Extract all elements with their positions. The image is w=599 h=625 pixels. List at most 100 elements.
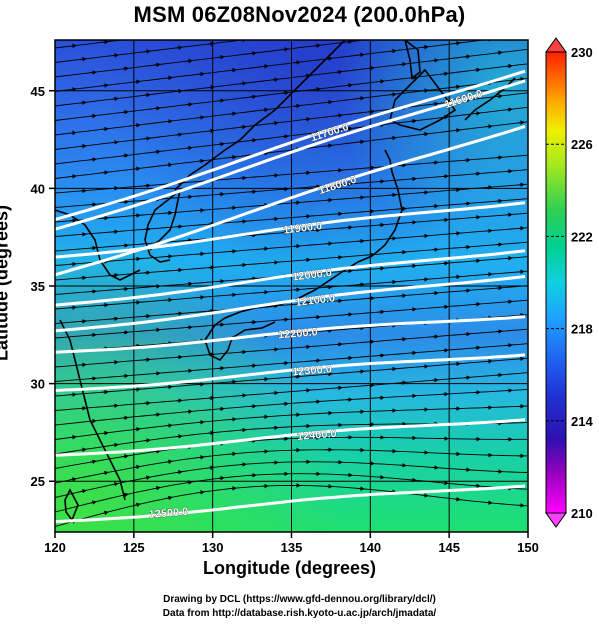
height-contour-line — [55, 249, 526, 307]
wind-arrow — [431, 58, 439, 63]
wind-arrow — [143, 49, 151, 54]
wind-arrow — [518, 35, 524, 36]
wind-arrow — [89, 113, 97, 119]
wind-arrow — [249, 94, 257, 100]
wind-arrow — [89, 459, 97, 465]
wind-arrow — [474, 26, 480, 27]
wind-arrow — [136, 40, 141, 41]
wind-arrow — [345, 83, 353, 88]
wind-arrow — [121, 454, 129, 459]
wind-arrow — [229, 486, 237, 491]
wind-arrow — [335, 69, 343, 75]
wind-arrow — [368, 24, 374, 25]
wind-arrow — [293, 60, 301, 65]
x-ticks: 120 125 130 135 140 145 150 — [44, 532, 539, 555]
contour-label: 11900.0 — [283, 220, 323, 237]
graticule — [55, 40, 528, 532]
colorbar: 230 226 222 218 214 210 — [545, 37, 593, 528]
colorbar-tick-label: 218 — [571, 322, 593, 337]
wind-arrow — [79, 489, 87, 494]
colorbar-tick-label: 230 — [571, 45, 593, 60]
wind-arrow — [153, 62, 161, 68]
wind-arrow — [357, 96, 365, 101]
height-contour-line — [55, 353, 526, 392]
wind-arrow — [336, 28, 342, 29]
wind-arrow — [229, 451, 237, 457]
wind-arrow — [389, 92, 397, 97]
wind-arrow — [367, 65, 375, 71]
wind-arrow — [153, 449, 161, 454]
wind-arrow — [473, 111, 481, 116]
wind-arrow — [390, 7, 396, 8]
wind-arrow — [345, 126, 353, 132]
wind-arrow — [357, 139, 365, 145]
colorbar-tick-label: 222 — [571, 229, 593, 244]
wind-arrow — [422, 3, 428, 4]
wind-arrow — [101, 170, 109, 175]
wind-arrow — [271, 77, 279, 82]
wind-arrow — [121, 66, 129, 71]
wind-arrow — [229, 111, 237, 116]
wind-arrow — [121, 153, 129, 158]
wind-arrow — [101, 40, 109, 45]
wind-arrow — [453, 128, 461, 133]
wind-arrow — [79, 56, 87, 62]
wind-arrow — [505, 63, 513, 69]
contour-label: 12300.0 — [292, 363, 333, 378]
wind-arrow — [133, 166, 141, 171]
wind-arrow — [453, 84, 461, 90]
wind-arrow — [380, 40, 385, 41]
x-axis-label-text: Longitude (degrees) — [202, 558, 376, 578]
wind-arrow — [303, 117, 311, 122]
wind-arrow — [101, 126, 109, 132]
wind-arrow — [217, 406, 225, 412]
wind-arrow — [89, 70, 97, 75]
wind-arrow — [143, 92, 151, 98]
x-tick-label: 130 — [202, 540, 224, 555]
wind-arrow — [399, 62, 407, 67]
wind-arrow — [367, 109, 375, 114]
data-credit: Data from http://database.rish.kyoto-u.a… — [162, 608, 437, 619]
wind-arrow — [400, 20, 406, 21]
wind-arrow — [261, 64, 269, 69]
wind-arrow — [69, 43, 77, 49]
wind-arrow — [485, 124, 493, 129]
colorbar-tick-label: 214 — [571, 414, 593, 429]
wind-arrow — [262, 22, 268, 23]
wind-arrow — [175, 469, 183, 475]
y-ticks: 25 30 35 40 45 — [31, 84, 55, 489]
y-tick-label: 40 — [31, 181, 45, 196]
x-tick-label: 120 — [44, 540, 66, 555]
wind-arrow — [111, 442, 119, 448]
wind-arrow — [197, 420, 205, 425]
height-contour-line — [55, 124, 526, 277]
contour-label: 12000.0 — [292, 267, 333, 284]
wind-arrow — [495, 50, 503, 56]
wind-arrow — [249, 138, 257, 143]
wind-arrow — [79, 447, 87, 452]
wind-arrow — [506, 22, 512, 23]
wind-arrow — [249, 51, 257, 56]
wind-arrow — [293, 103, 301, 109]
wind-arrow — [294, 19, 300, 20]
wind-arrow — [281, 47, 289, 52]
wind-arrow — [281, 134, 289, 139]
drawing-credit: Drawing by DCL (https://www.gfd-dennou.o… — [163, 594, 436, 605]
wind-arrow — [357, 52, 365, 58]
wind-arrow — [111, 481, 119, 487]
colorbar-top-extend — [545, 37, 567, 53]
wind-arrow — [111, 140, 119, 145]
wind-arrow — [133, 79, 141, 84]
wind-arrow — [409, 477, 417, 483]
wind-arrow — [463, 54, 471, 59]
x-tick-label: 125 — [123, 540, 145, 555]
wind-arrow — [185, 409, 193, 414]
wind-arrow — [442, 30, 448, 31]
wind-arrow — [175, 45, 183, 50]
wind-arrow — [421, 131, 429, 137]
wind-arrow — [304, 32, 310, 33]
x-tick-label: 140 — [359, 540, 381, 555]
height-contour-line — [55, 79, 526, 231]
wind-arrow — [485, 500, 493, 505]
